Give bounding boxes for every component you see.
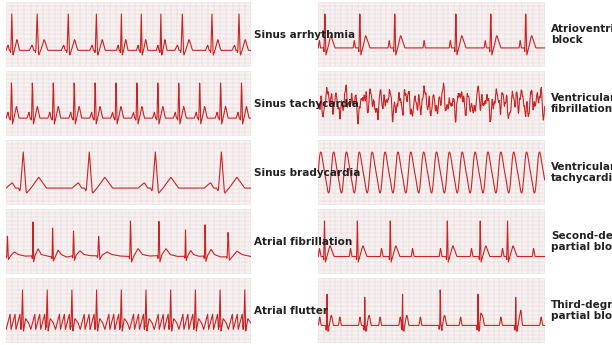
Text: Sinus bradycardia: Sinus bradycardia: [254, 168, 360, 177]
Text: Atrial flutter: Atrial flutter: [254, 306, 328, 315]
Text: Third-degree
partial block: Third-degree partial block: [551, 300, 612, 321]
Text: Second-degree
partial block: Second-degree partial block: [551, 231, 612, 252]
Text: Atrioventricular
block: Atrioventricular block: [551, 24, 612, 45]
Text: Sinus arrhythmia: Sinus arrhythmia: [254, 30, 355, 39]
Text: Ventricular
tachycardia: Ventricular tachycardia: [551, 162, 612, 183]
Text: Ventricular
fibrillation: Ventricular fibrillation: [551, 93, 612, 114]
Text: Atrial fibrillation: Atrial fibrillation: [254, 237, 353, 246]
Text: Sinus tachycardia: Sinus tachycardia: [254, 99, 359, 108]
